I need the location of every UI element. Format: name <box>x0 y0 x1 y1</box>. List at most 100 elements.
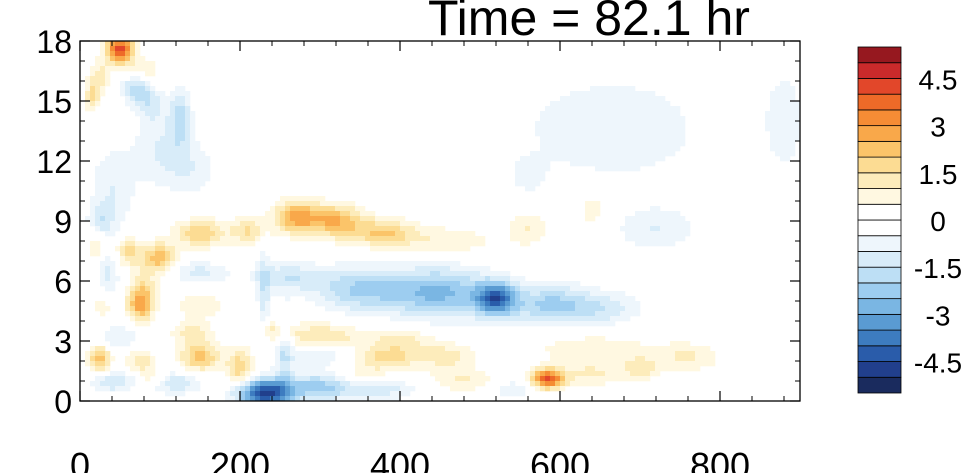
field-cell <box>640 231 646 237</box>
field-cell <box>545 381 551 387</box>
field-cell <box>595 141 601 147</box>
field-cell <box>470 351 476 357</box>
field-cell <box>115 341 121 347</box>
field-cell <box>665 361 671 367</box>
field-cell <box>645 346 651 352</box>
field-cell <box>310 376 316 382</box>
field-cell <box>790 131 796 137</box>
field-cell <box>195 236 201 242</box>
field-cell <box>575 96 581 102</box>
field-cell <box>300 281 306 287</box>
field-cell <box>475 376 481 382</box>
field-cell <box>170 261 176 267</box>
field-cell <box>605 101 611 107</box>
field-cell <box>165 136 171 142</box>
field-cell <box>515 216 521 222</box>
field-cell <box>340 391 346 397</box>
field-cell <box>300 286 306 292</box>
field-cell <box>465 316 471 322</box>
field-cell <box>470 321 476 327</box>
field-cell <box>170 131 176 137</box>
field-cell <box>430 276 436 282</box>
field-cell <box>345 206 351 212</box>
field-cell <box>640 126 646 132</box>
field-cell <box>175 326 181 332</box>
field-cell <box>335 231 341 237</box>
field-cell <box>210 341 216 347</box>
field-cell <box>200 356 206 362</box>
field-cell <box>585 336 591 342</box>
field-cell <box>370 361 376 367</box>
field-cell <box>265 266 271 272</box>
field-cell <box>325 331 331 337</box>
field-cell <box>395 346 401 352</box>
field-cell <box>450 291 456 297</box>
field-cell <box>375 261 381 267</box>
field-cell <box>310 361 316 367</box>
field-cell <box>175 231 181 237</box>
field-cell <box>615 131 621 137</box>
field-cell <box>670 146 676 152</box>
field-cell <box>220 231 226 237</box>
field-cell <box>405 356 411 362</box>
field-cell <box>290 366 296 372</box>
field-cell <box>415 306 421 312</box>
field-cell <box>465 346 471 352</box>
field-cell <box>240 391 246 397</box>
field-cell <box>130 296 136 302</box>
field-cell <box>185 336 191 342</box>
field-cell <box>485 296 491 302</box>
field-cell <box>320 391 326 397</box>
field-cell <box>145 286 151 292</box>
field-cell <box>485 281 491 287</box>
field-cell <box>110 186 116 192</box>
field-cell <box>365 311 371 317</box>
field-cell <box>145 351 151 357</box>
field-cell <box>400 226 406 232</box>
field-cell <box>670 216 676 222</box>
field-cell <box>155 176 161 182</box>
field-cell <box>550 116 556 122</box>
field-cell <box>265 326 271 332</box>
field-cell <box>470 231 476 237</box>
field-cell <box>250 366 256 372</box>
field-cell <box>455 356 461 362</box>
field-cell <box>120 381 126 387</box>
field-cell <box>210 356 216 362</box>
field-cell <box>360 276 366 282</box>
field-cell <box>340 336 346 342</box>
field-cell <box>125 361 131 367</box>
field-cell <box>570 146 576 152</box>
field-cell <box>190 111 196 117</box>
field-cell <box>515 311 521 317</box>
field-cell <box>120 191 126 197</box>
field-cell <box>305 341 311 347</box>
field-cell <box>405 386 411 392</box>
field-cell <box>125 301 131 307</box>
field-cell <box>150 91 156 97</box>
field-cell <box>165 251 171 257</box>
field-cell <box>440 226 446 232</box>
field-cell <box>605 366 611 372</box>
field-cell <box>480 236 486 242</box>
field-cell <box>625 161 631 167</box>
field-cell <box>695 366 701 372</box>
field-cell <box>140 86 146 92</box>
field-cell <box>145 86 151 92</box>
field-cell <box>205 306 211 312</box>
field-cell <box>445 286 451 292</box>
field-cell <box>390 236 396 242</box>
field-cell <box>150 126 156 132</box>
field-cell <box>110 261 116 267</box>
field-cell <box>650 121 656 127</box>
field-cell <box>355 281 361 287</box>
field-cell <box>280 371 286 377</box>
field-cell <box>250 216 256 222</box>
field-cell <box>525 176 531 182</box>
field-cell <box>240 396 246 401</box>
field-cell <box>225 231 231 237</box>
field-cell <box>535 171 541 177</box>
field-cell <box>125 331 131 337</box>
field-cell <box>210 306 216 312</box>
field-cell <box>325 326 331 332</box>
